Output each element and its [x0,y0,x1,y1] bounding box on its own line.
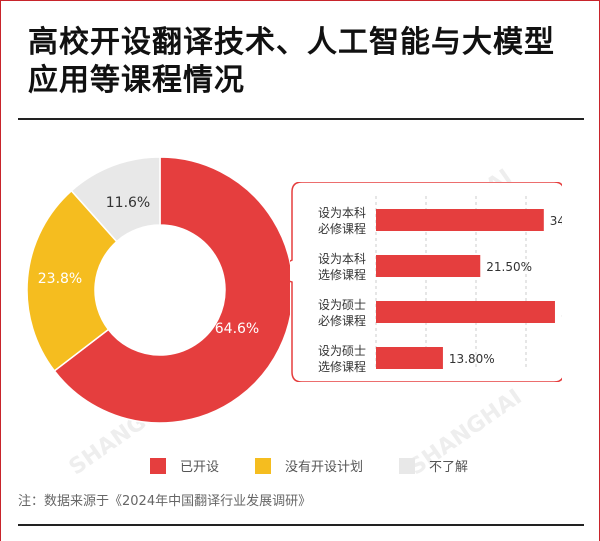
donut-slice-0 [53,156,290,424]
legend-label: 已开设 [180,460,220,475]
donut-chart: 64.6% 23.8% 11.6% [26,156,290,424]
bar [376,255,481,277]
bar-value-label: 36.90% [561,306,562,320]
bar [376,209,544,231]
donut-slice-2 [70,156,161,243]
slice-label: 64.6% [215,321,259,337]
bar-category-label: 必修课程 [318,221,366,236]
legend-swatch [150,457,166,474]
legend-item: 没有开设计划 [255,456,363,475]
legend-item: 已开设 [150,456,219,475]
source-note: 注：数据来源于《2024年中国翻译行业发展调研》 [18,494,312,509]
title-line-1: 高校开设翻译技术、人工智能与大模型 [28,25,555,60]
slice-label: 23.8% [38,271,82,287]
legend-swatch [255,457,272,474]
bar-value-label: 21.50% [486,260,532,274]
legend: 已开设 没有开设计划 不了解 [150,456,504,475]
legend-item: 不了解 [399,456,468,475]
bar-category-label: 设为本科 [318,206,366,220]
slice-label: 11.6% [106,195,150,211]
bar-category-label: 设为本科 [318,252,366,266]
title-line-2: 应用等课程情况 [28,63,245,98]
bar-value-label: 13.80% [449,352,495,366]
bar-category-label: 设为硕士 [318,344,366,358]
legend-label: 不了解 [429,460,469,475]
page-title: 高校开设翻译技术、人工智能与大模型 应用等课程情况 [28,24,588,100]
legend-swatch [399,457,416,474]
bar-value-label: 34.60% [550,214,562,228]
bottom-divider [18,524,584,526]
donut-slice-1 [26,189,118,372]
legend-label: 没有开设计划 [285,460,364,475]
bar-category-label: 设为硕士 [318,298,366,312]
top-divider [18,118,584,120]
bar [376,347,443,369]
bar-category-label: 选修课程 [318,267,366,282]
callout-bar-chart: 34.60%设为本科必修课程21.50%设为本科选修课程36.90%设为硕士必修… [290,182,562,382]
bar-category-label: 必修课程 [318,313,366,328]
bar-category-label: 选修课程 [318,359,366,374]
bar [376,301,555,323]
